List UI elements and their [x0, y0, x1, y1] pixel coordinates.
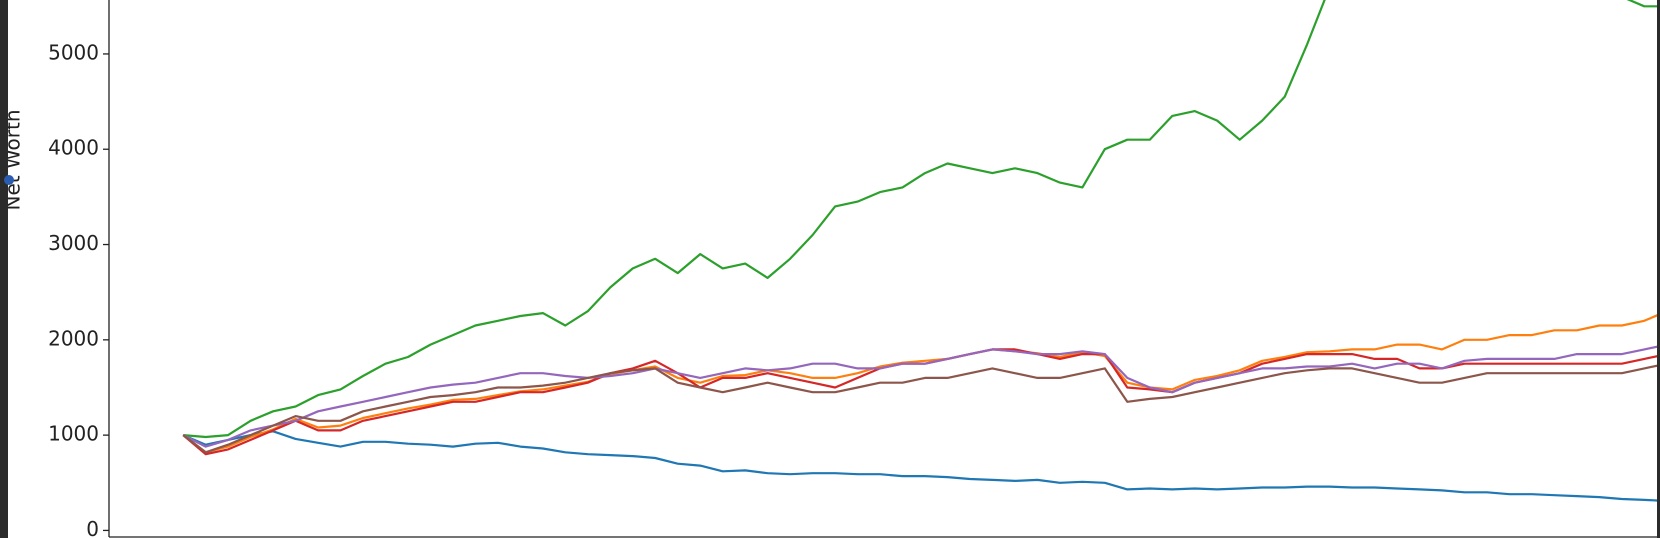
- window-edge: [0, 0, 8, 538]
- y-tick-label: 3000: [48, 231, 99, 255]
- y-tick-label: 5000: [48, 40, 99, 64]
- y-tick-label: 0: [86, 517, 99, 538]
- y-tick-label: 2000: [48, 326, 99, 350]
- plot-area: [182, 0, 1657, 502]
- y-tick-label: 4000: [48, 136, 99, 160]
- series-line: [182, 314, 1657, 454]
- series-line: [182, 345, 1657, 448]
- series-line: [182, 430, 1657, 502]
- series-line: [182, 364, 1657, 454]
- series-line: [183, 0, 1657, 439]
- window-edge-right: [1657, 0, 1660, 538]
- y-tick-label: 1000: [48, 422, 99, 446]
- cursor-dot: [4, 175, 14, 185]
- figure-background: [8, 0, 1657, 538]
